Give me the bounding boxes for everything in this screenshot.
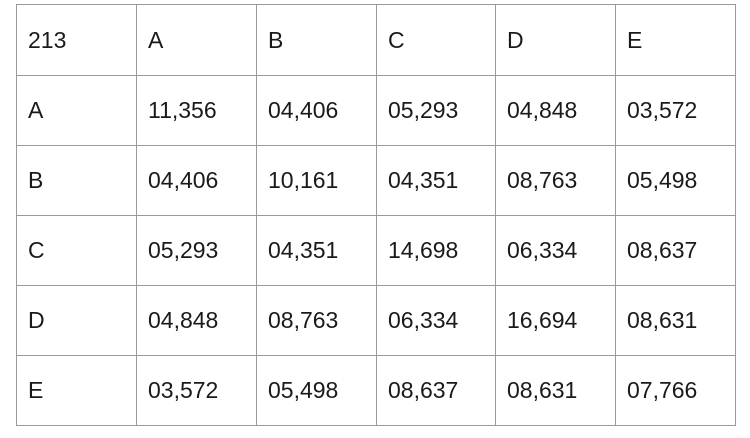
cell-a-d: 04,848 [495, 75, 616, 146]
header-row: 213 A B C D E [16, 4, 736, 76]
column-header-a: A [136, 4, 257, 76]
cell-a-c: 05,293 [376, 75, 496, 146]
table-row-e: E 03,572 05,498 08,637 08,631 07,766 [16, 355, 736, 426]
cell-b-a: 04,406 [136, 145, 257, 216]
column-header-b: B [256, 4, 377, 76]
table-row-a: A 11,356 04,406 05,293 04,848 03,572 [16, 75, 736, 146]
row-header-b: B [16, 145, 137, 216]
cell-d-e: 08,631 [615, 285, 736, 356]
row-header-a: A [16, 75, 137, 146]
cell-d-d: 16,694 [495, 285, 616, 356]
cell-b-d: 08,763 [495, 145, 616, 216]
column-header-e: E [615, 4, 736, 76]
cell-c-e: 08,637 [615, 215, 736, 286]
row-header-e: E [16, 355, 137, 426]
matrix-table: 213 A B C D E A 11,356 04,406 05,293 04,… [16, 4, 736, 426]
cell-e-d: 08,631 [495, 355, 616, 426]
corner-cell: 213 [16, 4, 137, 76]
table-row-b: B 04,406 10,161 04,351 08,763 05,498 [16, 145, 736, 216]
table-row-c: C 05,293 04,351 14,698 06,334 08,637 [16, 215, 736, 286]
column-header-c: C [376, 4, 496, 76]
row-header-d: D [16, 285, 137, 356]
table-row-d: D 04,848 08,763 06,334 16,694 08,631 [16, 285, 736, 356]
cell-e-b: 05,498 [256, 355, 377, 426]
cell-e-a: 03,572 [136, 355, 257, 426]
row-header-c: C [16, 215, 137, 286]
column-header-d: D [495, 4, 616, 76]
cell-e-e: 07,766 [615, 355, 736, 426]
cell-a-e: 03,572 [615, 75, 736, 146]
cell-b-e: 05,498 [615, 145, 736, 216]
cell-c-b: 04,351 [256, 215, 377, 286]
cell-d-a: 04,848 [136, 285, 257, 356]
cell-e-c: 08,637 [376, 355, 496, 426]
cell-c-d: 06,334 [495, 215, 616, 286]
cell-b-c: 04,351 [376, 145, 496, 216]
cell-a-a: 11,356 [136, 75, 257, 146]
cell-b-b: 10,161 [256, 145, 377, 216]
cell-c-a: 05,293 [136, 215, 257, 286]
cell-a-b: 04,406 [256, 75, 377, 146]
cell-d-b: 08,763 [256, 285, 377, 356]
cell-c-c: 14,698 [376, 215, 496, 286]
cell-d-c: 06,334 [376, 285, 496, 356]
